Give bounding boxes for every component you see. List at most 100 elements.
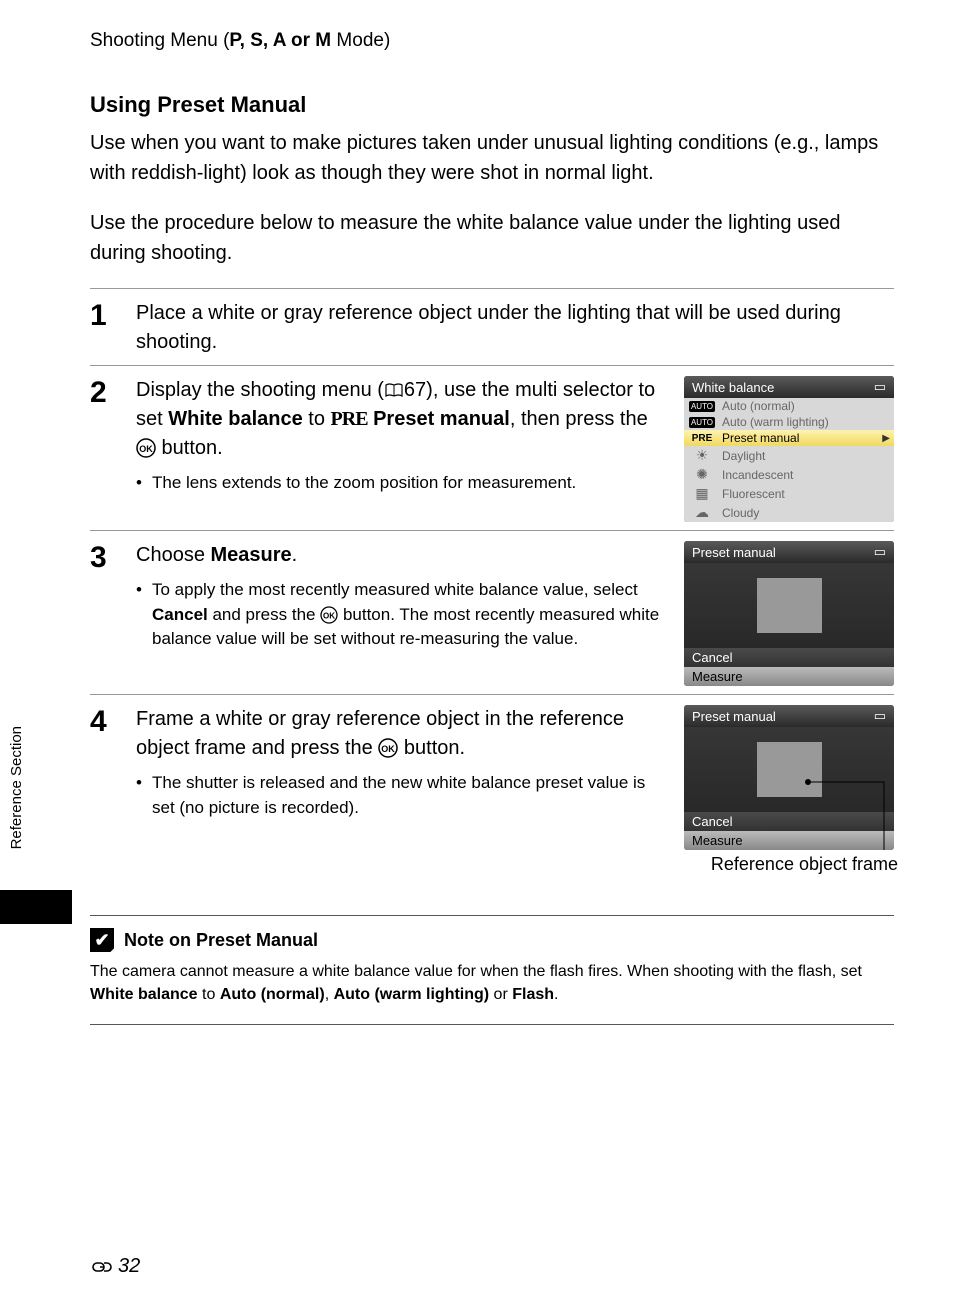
step-3-num: 3 [90,543,118,686]
cancel-row: Cancel [684,648,894,667]
breadcrumb-prefix: Shooting Menu ( [90,30,229,51]
s2-d: , then press the [510,408,648,430]
wb-row-label: Fluorescent [722,487,890,501]
step-2: 2 Display the shooting menu (67), use th… [90,365,894,522]
wb-list-row: ☁ Cloudy [684,503,894,522]
step-3: 3 Choose Measure. To apply the most rece… [90,530,894,686]
wb-list-row: ☀ Daylight [684,446,894,465]
battery-icon: ▭ [874,708,886,724]
step-2-sub: The lens extends to the zoom position fo… [136,471,670,496]
note-d: or [489,986,512,1003]
step-2-text: Display the shooting menu (67), use the … [136,376,670,522]
auto-icon: AUTO [688,401,716,412]
sun-icon: ☀ [688,447,716,464]
step-3-sub: To apply the most recently measured whit… [136,578,670,652]
s3-sub-b: and press the [208,605,320,624]
note-a: The camera cannot measure a white balanc… [90,963,862,980]
s3-a: Choose [136,544,211,566]
step-4-screen: Preset manual ▭ Cancel Measure Reference… [684,705,894,875]
wb-row-label: Daylight [722,449,890,463]
step-4-num: 4 [90,707,118,875]
wb-list-row: ▦ Fluorescent [684,484,894,503]
step-3-screen: Preset manual ▭ Cancel Measure [684,541,894,686]
battery-icon: ▭ [874,379,886,395]
step-1-num: 1 [90,301,118,357]
wb-list: AUTO Auto (normal) AUTO Auto (warm lighting… [684,398,894,522]
s2-pageref: 67 [404,379,426,401]
s2-c: to [303,408,331,430]
step-1-text: Place a white or gray reference object u… [136,299,894,357]
ok-button-icon: OK [136,438,156,458]
note-title: Note on Preset Manual [124,930,318,951]
s3-bold1: Measure [211,544,292,566]
wb-row-label: Incandescent [722,468,890,482]
wb-row-label: Auto (normal) [722,399,890,413]
fluo-icon: ▦ [688,485,716,502]
wb-row-label: Auto (warm lighting) [722,415,890,429]
ref-frame-label: Reference object frame [684,854,898,875]
s2-bold2: Preset manual [368,408,510,430]
step-4-text: Frame a white or gray reference object i… [136,705,670,875]
chain-link-icon [90,1259,114,1275]
chevron-right-icon: ▶ [882,433,890,444]
preset-title-text-4: Preset manual [692,709,776,724]
auto-icon: AUTO [688,417,716,428]
step-4-sub: The shutter is released and the new whit… [136,771,670,820]
note-check-icon: ✔ [90,928,114,952]
preset-title-text-3: Preset manual [692,545,776,560]
wb-row-label: Preset manual [722,431,876,445]
svg-text:OK: OK [323,611,335,620]
page-number: 32 [118,1255,140,1278]
s2-a: Display the shooting menu ( [136,379,384,401]
svg-text:OK: OK [139,444,153,454]
s3-sub-a: To apply the most recently measured whit… [152,580,638,599]
note-box: ✔ Note on Preset Manual The camera canno… [90,915,894,1025]
note-b2: Auto (normal) [220,986,325,1003]
note-b: to [198,986,220,1003]
bulb-icon: ✺ [688,466,716,483]
note-b4: Flash [512,986,554,1003]
step-2-screen: White balance ▭ AUTO Auto (normal) AUTO Aut… [684,376,894,522]
page-footer: 32 [90,1255,140,1278]
s2-bold1: White balance [168,408,302,430]
step-3-text: Choose Measure. To apply the most recent… [136,541,670,686]
wb-list-row: PRE Preset manual ▶ [684,430,894,446]
note-body: The camera cannot measure a white balanc… [90,960,894,1006]
note-e: . [554,986,558,1003]
breadcrumb-suffix: Mode) [331,30,390,51]
preset-title-3: Preset manual ▭ [684,541,894,563]
pre-icon: PRE [688,433,716,444]
breadcrumb-modes: P, S, A or M [229,30,331,51]
wb-row-label: Cloudy [722,506,890,520]
book-icon [384,383,404,399]
note-c: , [325,986,334,1003]
step-1: 1 Place a white or gray reference object… [90,288,894,357]
measure-row: Measure [684,667,894,686]
ok-button-icon: OK [378,738,398,758]
wb-title-text: White balance [692,380,774,395]
s3-b: . [292,544,298,566]
side-tab: Reference Section [0,720,33,855]
cloud-icon: ☁ [688,504,716,521]
ok-button-icon: OK [320,606,338,624]
intro-p1: Use when you want to make pictures taken… [90,128,894,188]
note-b1: White balance [90,986,198,1003]
s4-b: button. [398,737,465,759]
step-4: 4 Frame a white or gray reference object… [90,694,894,875]
side-tab-marker [0,890,72,924]
intro-p2: Use the procedure below to measure the w… [90,208,894,268]
wb-list-row: ✺ Incandescent [684,465,894,484]
pre-icon-label: PRE [331,408,368,430]
s2-e: button. [156,437,223,459]
breadcrumb: Shooting Menu (P, S, A or M Mode) [90,30,894,52]
step-2-num: 2 [90,378,118,522]
wb-screen-title: White balance ▭ [684,376,894,398]
wb-list-row: AUTO Auto (normal) [684,398,894,414]
wb-list-row: AUTO Auto (warm lighting) [684,414,894,430]
preset-title-4: Preset manual ▭ [684,705,894,727]
note-b3: Auto (warm lighting) [334,986,490,1003]
section-title: Using Preset Manual [90,92,894,118]
battery-icon: ▭ [874,544,886,560]
callout-svg [684,727,894,850]
gray-square [757,578,822,633]
